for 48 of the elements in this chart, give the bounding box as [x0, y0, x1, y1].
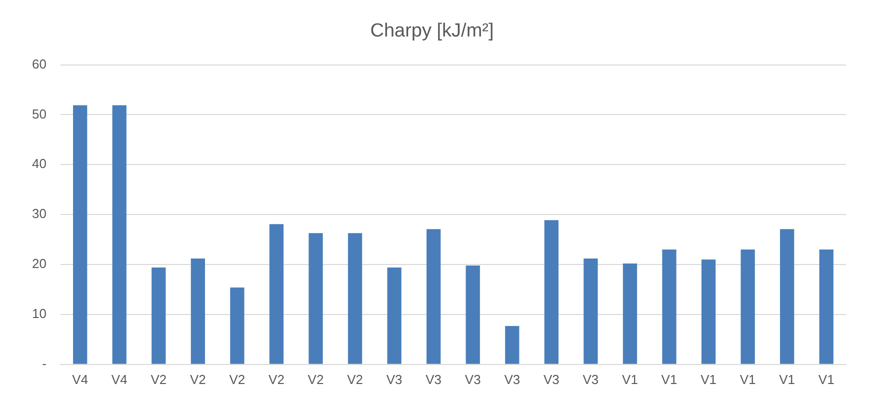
x-tick-label: V1	[779, 372, 796, 387]
y-tick-label: 20	[32, 256, 46, 272]
x-tick-label: V1	[818, 372, 834, 387]
x-tick-label: V2	[229, 372, 246, 387]
y-tick-label: 50	[32, 106, 46, 122]
bar	[819, 250, 834, 364]
bar	[584, 258, 598, 364]
x-tick-label: V4	[72, 372, 88, 387]
x-tick-label: V1	[700, 372, 716, 387]
x-tick-label: V3	[504, 372, 520, 387]
y-tick-label: 40	[32, 156, 46, 172]
y-tick-label: 10	[32, 306, 46, 322]
x-tick-label: V3	[386, 372, 402, 387]
bar	[73, 105, 88, 364]
bar	[662, 250, 676, 364]
y-tick-label: 30	[32, 206, 46, 222]
y-tick-label: -	[42, 356, 46, 371]
bar	[780, 229, 794, 364]
bar	[387, 268, 402, 364]
bar	[269, 224, 284, 364]
bar	[112, 105, 126, 364]
bar	[348, 233, 362, 364]
x-tick-label: V2	[190, 372, 206, 387]
bar	[544, 220, 558, 364]
bar	[701, 260, 716, 364]
bar	[308, 233, 323, 364]
bar	[466, 266, 480, 364]
y-tick-label: 60	[32, 56, 46, 72]
bar	[190, 258, 205, 364]
x-tick-label: V3	[543, 372, 560, 387]
x-tick-label: V2	[308, 372, 324, 387]
x-tick-label: V2	[150, 372, 167, 387]
x-tick-label: V4	[111, 372, 128, 387]
x-tick-label: V2	[347, 372, 363, 387]
bar	[740, 250, 755, 364]
bar	[152, 268, 166, 364]
bar	[426, 229, 441, 364]
chart-title: Charpy [kJ/m²]	[370, 20, 494, 42]
x-tick-label: V1	[661, 372, 678, 387]
x-tick-label: V2	[268, 372, 284, 387]
x-tick-label: V1	[622, 372, 638, 387]
x-tick-label: V3	[426, 372, 442, 387]
bar	[622, 264, 638, 364]
bar	[505, 326, 520, 364]
bar	[230, 288, 244, 364]
x-tick-label: V1	[740, 372, 756, 387]
x-tick-label: V3	[582, 372, 599, 387]
x-tick-label: V3	[464, 372, 481, 387]
